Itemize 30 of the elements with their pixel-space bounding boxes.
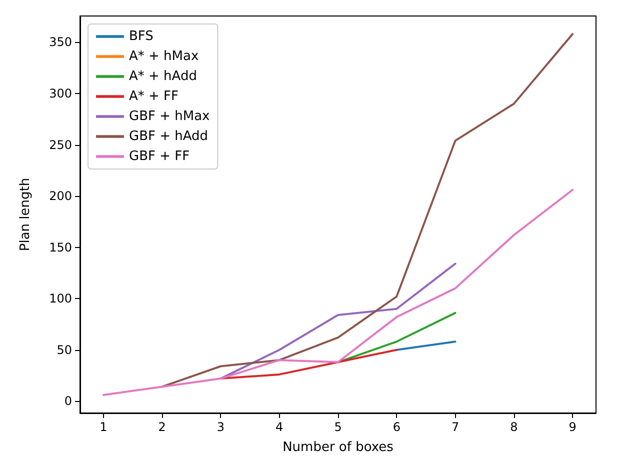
line-series (220, 262, 456, 380)
y-tick-label: 250 (49, 138, 72, 152)
legend-label: BFS (129, 29, 154, 44)
y-axis-title: Plan length (18, 178, 33, 252)
legend-label: A* + FF (129, 89, 179, 104)
y-tick-label: 300 (49, 86, 72, 101)
x-tick-label: 8 (510, 420, 518, 434)
y-tick-label: 150 (49, 240, 72, 254)
legend-label: GBF + hAdd (129, 129, 208, 144)
x-tick-label: 6 (392, 420, 400, 434)
x-tick-label: 2 (158, 420, 166, 434)
x-axis-title: Number of boxes (282, 440, 394, 455)
y-tick-label: 200 (49, 189, 72, 204)
x-tick-label: 4 (276, 420, 284, 434)
x-tick-label: 5 (334, 420, 342, 434)
x-tick-label: 3 (216, 420, 225, 434)
y-tick-label: 0 (64, 394, 72, 408)
x-tick-label: 9 (568, 420, 576, 434)
legend-label: A* + hAdd (129, 69, 197, 84)
y-tick-label: 100 (49, 292, 72, 306)
line-series (220, 348, 398, 380)
line-series (102, 188, 574, 396)
legend-label: GBF + hMax (129, 109, 210, 124)
x-tick-label: 7 (451, 420, 460, 434)
legend-label: GBF + FF (129, 149, 190, 164)
legend-label: A* + hMax (129, 49, 199, 64)
y-tick-label: 350 (49, 35, 72, 50)
x-tick-label: 1 (100, 420, 108, 434)
line-series (161, 33, 574, 388)
y-tick-label: 50 (56, 342, 72, 357)
